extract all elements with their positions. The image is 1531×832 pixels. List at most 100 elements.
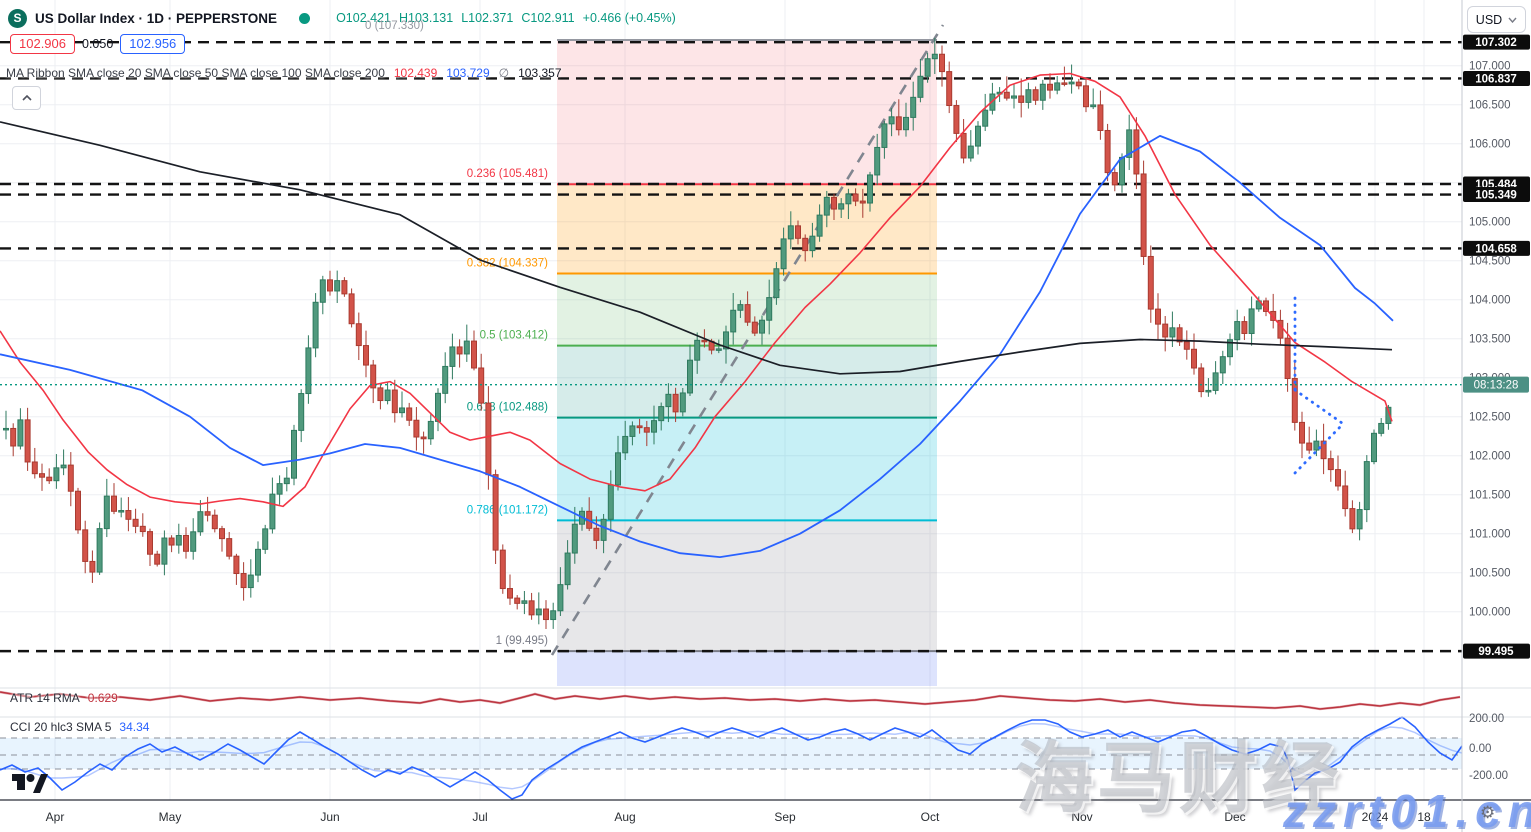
- candle: [823, 196, 830, 216]
- candle: [499, 549, 506, 590]
- candle: [471, 340, 477, 369]
- candle: [103, 495, 110, 530]
- time-axis-label: Nov: [1071, 810, 1092, 824]
- currency-dropdown[interactable]: USD: [1467, 6, 1526, 33]
- symbol-legend[interactable]: S US Dollar Index · 1D · PEPPERSTONE O10…: [8, 6, 676, 30]
- collapse-legend-button[interactable]: [12, 86, 41, 110]
- cci-pane-legend[interactable]: CCI 20 hlc3 SMA 5 34.34: [10, 720, 149, 734]
- chevron-down-icon: [1508, 17, 1517, 23]
- candle: [1371, 432, 1377, 463]
- candle: [1313, 440, 1320, 451]
- candle: [283, 477, 290, 485]
- fib-label: 0.786 (101.172): [467, 504, 548, 516]
- pennant-drawing[interactable]: [1293, 388, 1344, 425]
- price-axis[interactable]: 107.000 106.500 106.000 105.000 104.500 104.0…: [1463, 34, 1530, 782]
- candle: [255, 548, 261, 576]
- candle: [312, 301, 319, 349]
- candle: [737, 304, 744, 311]
- candle: [1212, 372, 1219, 391]
- ma-ribbon-legend[interactable]: MA Ribbon SMA close 20 SMA close 50 SMA …: [6, 66, 562, 80]
- candle: [204, 511, 211, 516]
- ma-line-sma200: [0, 121, 1393, 375]
- countdown-label: 08:13:28: [1474, 380, 1519, 392]
- candle: [571, 523, 578, 554]
- price-tag-label: 106.837: [1475, 73, 1517, 85]
- alert-lines[interactable]: [0, 40, 1462, 653]
- bid-price-tag[interactable]: 102.906: [10, 34, 75, 54]
- candle: [247, 574, 254, 589]
- candle: [327, 279, 333, 292]
- candle: [463, 340, 470, 355]
- ask-price-tag[interactable]: 102.956: [120, 34, 186, 54]
- spread-value: 0.050: [82, 37, 114, 51]
- candle: [111, 495, 117, 512]
- candle: [1183, 341, 1190, 350]
- open-value: O102.421: [336, 11, 391, 25]
- ma-line-sma20: [0, 72, 1393, 508]
- candle: [838, 203, 845, 210]
- bid-ask-row: 102.906 0.050 102.956: [10, 34, 186, 54]
- candle: [17, 419, 24, 447]
- candle: [528, 600, 535, 616]
- candle: [1291, 378, 1298, 423]
- candle: [319, 279, 326, 303]
- candle: [1083, 85, 1089, 108]
- candle: [1219, 356, 1226, 374]
- tradingview-logo[interactable]: [12, 771, 48, 799]
- candle: [298, 393, 305, 431]
- candle: [1198, 367, 1205, 393]
- price-axis-label: 107.000: [1469, 61, 1511, 73]
- pennant-drawing[interactable]: [1293, 423, 1344, 475]
- candle: [1234, 321, 1241, 341]
- candle: [175, 534, 182, 546]
- atr-label: ATR 14 RMA: [10, 691, 80, 705]
- high-value: H103.131: [398, 11, 454, 25]
- candle: [564, 552, 571, 586]
- symbol-title[interactable]: US Dollar Index · 1D · PEPPERSTONE: [35, 10, 278, 26]
- cci-sma-line: [0, 722, 1463, 790]
- candle: [816, 214, 823, 237]
- price-tag: [1463, 187, 1530, 203]
- price-axis-label: 100.000: [1469, 607, 1511, 619]
- gear-icon[interactable]: ⚙: [1480, 803, 1496, 822]
- candle: [982, 109, 989, 127]
- candle: [1299, 421, 1305, 444]
- candle: [629, 425, 636, 437]
- candle: [1111, 172, 1118, 186]
- fib-retracement[interactable]: 0.236 (105.481) 0.382 (104.337) 0.5 (103.4…: [467, 39, 937, 686]
- candle: [694, 339, 701, 361]
- fib-zone: [557, 40, 937, 185]
- candle: [348, 293, 355, 325]
- price-axis-label: 104.500: [1469, 256, 1511, 268]
- candle: [1349, 508, 1356, 530]
- candle: [1155, 308, 1161, 325]
- candle: [953, 105, 960, 134]
- candle: [183, 534, 189, 552]
- candle: [154, 553, 161, 565]
- candle: [1205, 389, 1212, 393]
- ma-value-sma50: 103.729: [446, 66, 490, 80]
- candle: [1342, 485, 1349, 510]
- candle: [881, 123, 888, 148]
- time-axis[interactable]: Apr May Jun Jul Aug Sep Oct Nov Dec 2024 18: [46, 810, 1431, 824]
- candle: [895, 116, 902, 131]
- candle: [269, 493, 276, 530]
- candle: [161, 537, 168, 565]
- price-axis-label: 104.000: [1469, 295, 1511, 307]
- candle: [147, 531, 153, 555]
- candle: [10, 427, 17, 447]
- candle: [1176, 327, 1183, 343]
- atr-pane-legend[interactable]: ATR 14 RMA 0.629: [10, 691, 118, 705]
- candle: [867, 174, 873, 204]
- ma-line-sma50: [0, 134, 1394, 558]
- candle: [1119, 156, 1125, 186]
- candle: [975, 125, 981, 147]
- atr-value: 0.629: [87, 691, 118, 705]
- candle: [514, 597, 521, 604]
- trendline-drawing[interactable]: [550, 24, 945, 656]
- candle: [1075, 81, 1082, 87]
- price-axis-label: 101.000: [1469, 529, 1511, 541]
- watermark-cjk: 海马财经: [1015, 734, 1344, 822]
- price-tag-label: 99.495: [1478, 646, 1514, 658]
